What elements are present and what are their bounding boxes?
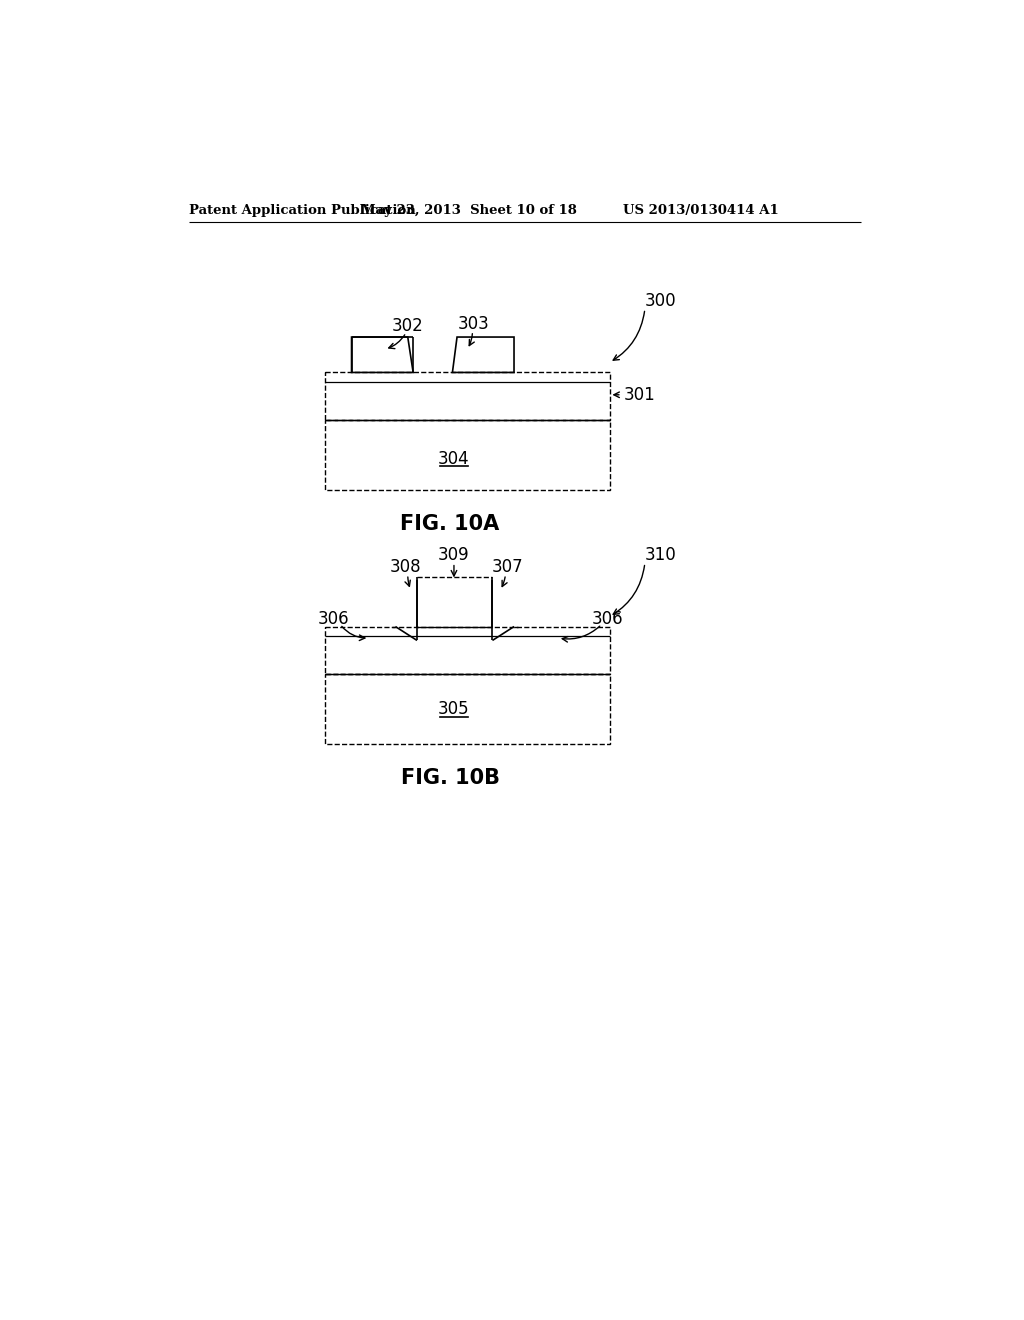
Text: FIG. 10B: FIG. 10B — [400, 768, 500, 788]
Bar — [325, 372, 609, 420]
Text: 302: 302 — [392, 317, 424, 335]
Text: 310: 310 — [645, 546, 677, 564]
Text: 307: 307 — [493, 558, 523, 577]
Bar — [325, 675, 609, 743]
Text: 308: 308 — [390, 558, 421, 577]
Text: May 23, 2013  Sheet 10 of 18: May 23, 2013 Sheet 10 of 18 — [361, 205, 578, 218]
Text: 301: 301 — [624, 385, 655, 404]
Text: 306: 306 — [592, 610, 624, 628]
Text: 303: 303 — [458, 315, 489, 333]
Bar — [325, 627, 609, 675]
Text: 300: 300 — [645, 292, 677, 310]
Text: US 2013/0130414 A1: US 2013/0130414 A1 — [624, 205, 779, 218]
Text: Patent Application Publication: Patent Application Publication — [189, 205, 416, 218]
Text: 305: 305 — [438, 700, 470, 718]
Text: 304: 304 — [438, 450, 470, 467]
Text: FIG. 10A: FIG. 10A — [400, 515, 500, 535]
Text: 306: 306 — [318, 610, 349, 628]
Text: 309: 309 — [438, 546, 470, 564]
Bar — [325, 420, 609, 490]
